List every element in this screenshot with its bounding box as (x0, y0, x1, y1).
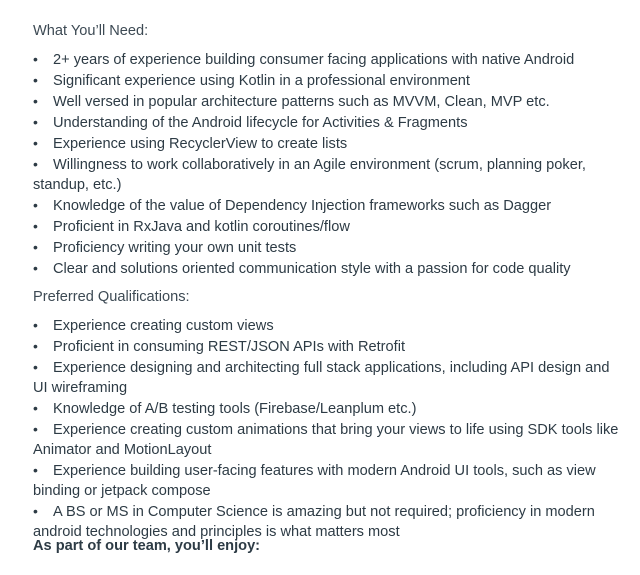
list-item: • Understanding of the Android lifecycle … (33, 112, 623, 133)
bullet-icon: • (33, 72, 38, 88)
list-item-text: Knowledge of the value of Dependency Inj… (53, 198, 552, 214)
list-item-text: Understanding of the Android lifecycle f… (53, 115, 468, 131)
list-item: • Experience creating custom views (33, 315, 623, 336)
list-item-text: Proficient in RxJava and kotlin coroutin… (53, 219, 350, 235)
list-item-text: Experience using RecyclerView to create … (53, 136, 348, 152)
list-item-text: Clear and solutions oriented communicati… (53, 261, 571, 277)
bullet-icon: • (33, 135, 38, 151)
needs-list: • 2+ years of experience building consume… (33, 49, 623, 279)
bullet-icon: • (33, 156, 38, 172)
bullet-icon: • (33, 260, 38, 276)
list-item-text: Proficiency writing your own unit tests (53, 240, 297, 256)
closing-line: As part of our team, you’ll enjoy: (33, 538, 261, 554)
list-item: • Knowledge of A/B testing tools (Firebas… (33, 398, 623, 419)
list-item-text: 2+ years of experience building consumer… (53, 52, 575, 68)
bullet-icon: • (33, 197, 38, 213)
needs-heading: What You’ll Need: (33, 23, 149, 39)
preferred-heading: Preferred Qualifications: (33, 289, 190, 305)
list-item-text: Experience building user-facing features… (33, 463, 596, 499)
bullet-icon: • (33, 51, 38, 67)
bullet-icon: • (33, 317, 38, 333)
list-item: • Proficient in consuming REST/JSON APIs … (33, 336, 623, 357)
list-item: • Proficiency writing your own unit tests (33, 237, 623, 258)
bullet-icon: • (33, 400, 38, 416)
preferred-list: • Experience creating custom views • Profic… (33, 315, 623, 542)
list-item-text: A BS or MS in Computer Science is amazin… (33, 504, 595, 540)
list-item: • Experience creating custom animations t… (33, 419, 623, 460)
list-item-text: Experience creating custom views (53, 318, 274, 334)
list-item: • Experience building user-facing feature… (33, 460, 623, 501)
list-item-text: Proficient in consuming REST/JSON APIs w… (53, 339, 405, 355)
list-item-text: Well versed in popular architecture patt… (53, 94, 550, 110)
bullet-icon: • (33, 421, 38, 437)
list-item: • A BS or MS in Computer Science is amazi… (33, 501, 623, 542)
bullet-icon: • (33, 338, 38, 354)
list-item: • Proficient in RxJava and kotlin corouti… (33, 216, 623, 237)
bullet-icon: • (33, 218, 38, 234)
bullet-icon: • (33, 359, 38, 375)
list-item: • Well versed in popular architecture pat… (33, 91, 623, 112)
bullet-icon: • (33, 462, 38, 478)
list-item-text: Willingness to work collaboratively in a… (33, 157, 586, 193)
list-item-text: Experience creating custom animations th… (33, 422, 619, 458)
list-item: • Significant experience using Kotlin in … (33, 70, 623, 91)
list-item: • Willingness to work collaboratively in … (33, 154, 623, 195)
bullet-icon: • (33, 239, 38, 255)
list-item: • Experience designing and architecting f… (33, 357, 623, 398)
bullet-icon: • (33, 114, 38, 130)
bullet-icon: • (33, 503, 38, 519)
list-item-text: Knowledge of A/B testing tools (Firebase… (53, 401, 417, 417)
list-item: • Clear and solutions oriented communicat… (33, 258, 623, 279)
bullet-icon: • (33, 93, 38, 109)
cropped-top-edge (0, 0, 640, 3)
list-item-text: Significant experience using Kotlin in a… (53, 73, 470, 89)
list-item: • Knowledge of the value of Dependency In… (33, 195, 623, 216)
list-item: • 2+ years of experience building consume… (33, 49, 623, 70)
list-item: • Experience using RecyclerView to create… (33, 133, 623, 154)
list-item-text: Experience designing and architecting fu… (33, 360, 610, 396)
